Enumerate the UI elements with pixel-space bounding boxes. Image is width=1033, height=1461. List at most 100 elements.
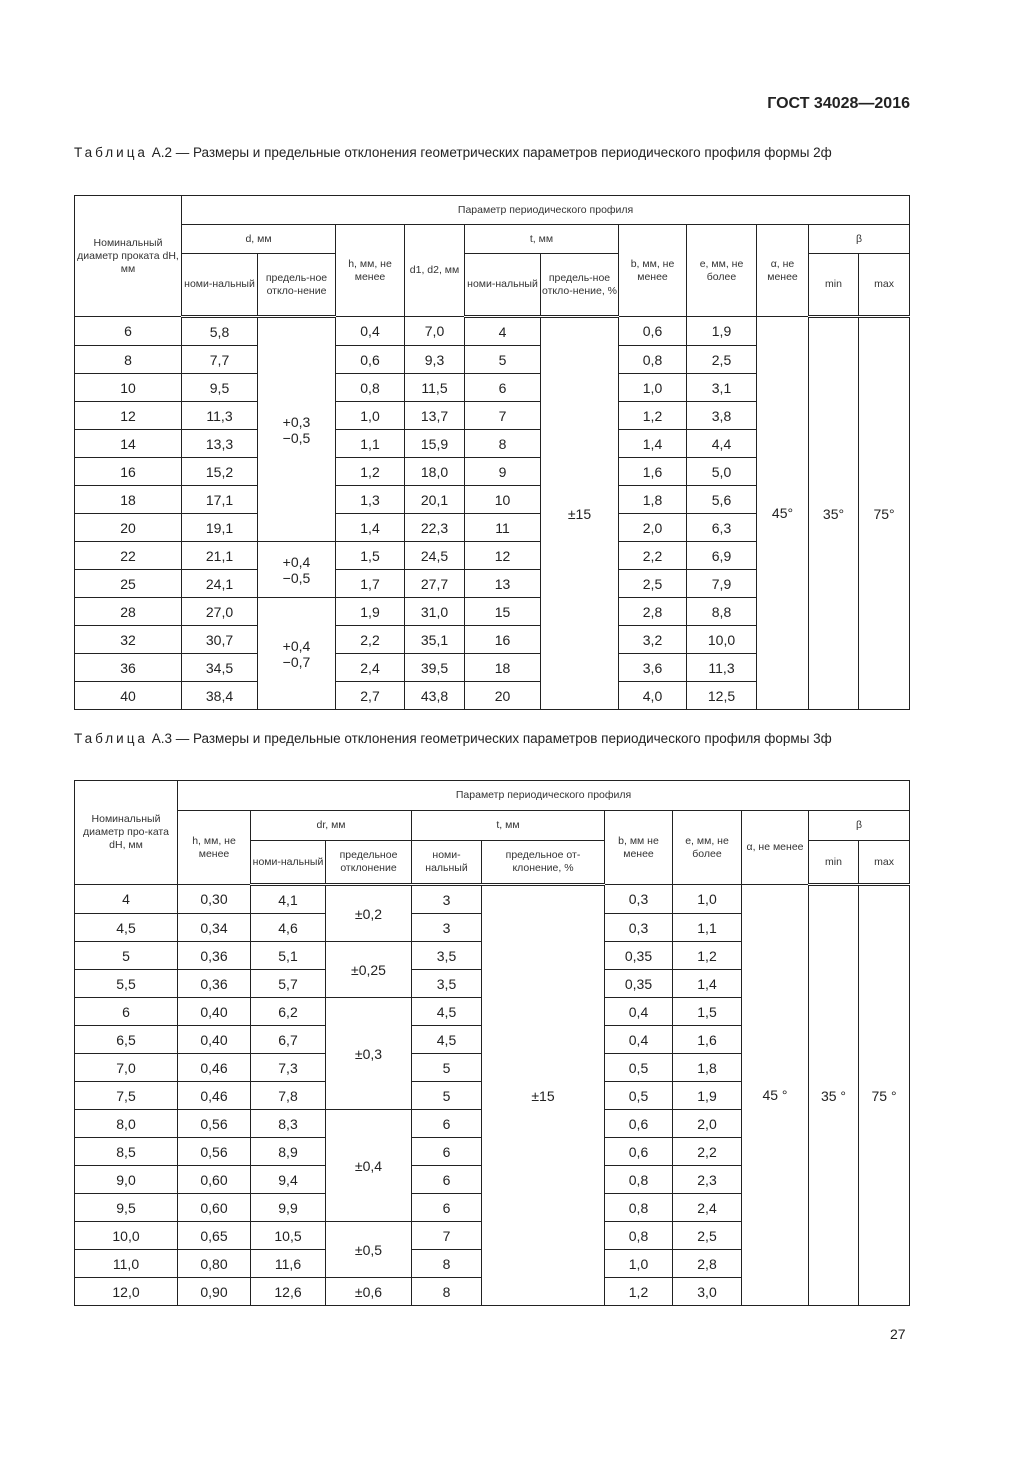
table-row: 6,5 0,40 6,7 4,5 0,4 1,6 xyxy=(74,1025,910,1054)
header-d1d2: d1, d2, мм xyxy=(404,224,465,317)
table-row: 9,5 0,60 9,9 6 0,8 2,4 xyxy=(74,1193,910,1222)
table-a3-caption: Таблица А.3 — Размеры и предельные откло… xyxy=(74,730,914,748)
table-cell: 9,9 xyxy=(250,1193,326,1222)
table-cell: 13 xyxy=(464,569,541,598)
table-cell: 5,7 xyxy=(250,969,326,998)
d-deviation-cell: ±0,25 xyxy=(325,941,412,998)
table-cell: 2,4 xyxy=(335,653,405,682)
table-cell: 24,1 xyxy=(181,569,258,598)
header-d: d, мм xyxy=(181,224,336,254)
table-cell: 1,4 xyxy=(672,969,742,998)
header-dr: dr, мм xyxy=(250,810,412,841)
header-t-nom: номи-нальный xyxy=(464,253,541,318)
table-cell: 10,0 xyxy=(686,625,757,654)
d-deviation-cell: ±0,4 xyxy=(325,1109,412,1222)
table-cell: 8,9 xyxy=(250,1137,326,1166)
table-cell: 10,5 xyxy=(250,1221,326,1250)
table-cell: 0,90 xyxy=(177,1277,251,1306)
table-cell: 5,8 xyxy=(181,316,258,346)
table-cell: 31,0 xyxy=(404,597,465,626)
table-cell: 27,0 xyxy=(181,597,258,626)
table-cell: 1,8 xyxy=(618,485,687,514)
table-a2-caption: Таблица А.2 — Размеры и предельные откло… xyxy=(74,144,914,162)
table-cell: 6,2 xyxy=(250,997,326,1026)
table-row: 6 5,8 +0,3 −0,5 0,4 7,0 4 ±15 0,6 1,9 45° 35° 75° xyxy=(74,316,911,710)
table-cell: 0,36 xyxy=(177,941,251,970)
table-cell: 0,6 xyxy=(604,1109,673,1138)
d-deviation-cell: +0,3 −0,5 xyxy=(257,316,336,542)
table-row: 12,0 0,90 12,6 ±0,6 8 1,2 3,0 xyxy=(74,1277,910,1306)
table-cell: 1,9 xyxy=(335,597,405,626)
table-cell: 3,8 xyxy=(686,401,757,430)
table-cell: 4,0 xyxy=(618,681,687,710)
table-cell: 7,3 xyxy=(250,1053,326,1082)
caption-prefix: Таблица xyxy=(74,731,148,746)
table-cell: 10 xyxy=(464,485,541,514)
header-e: e, мм, не более xyxy=(672,810,742,885)
table-cell: 1,0 xyxy=(604,1249,673,1278)
table-cell: 5 xyxy=(74,941,178,970)
table-cell: 16 xyxy=(74,457,182,486)
table-cell: 0,34 xyxy=(177,913,251,942)
table-cell: 2,0 xyxy=(618,513,687,542)
table-cell: 0,56 xyxy=(177,1137,251,1166)
table-cell: 5,1 xyxy=(250,941,326,970)
table-cell: 2,7 xyxy=(335,681,405,710)
table-cell: 0,5 xyxy=(604,1053,673,1082)
table-cell: 4 xyxy=(464,316,541,346)
table-cell: 5,5 xyxy=(74,969,178,998)
table-cell: 6 xyxy=(411,1165,482,1194)
table-cell: 6,9 xyxy=(686,541,757,570)
table-cell: 12 xyxy=(74,401,182,430)
table-cell: 1,2 xyxy=(335,457,405,486)
table-cell: 12,5 xyxy=(686,681,757,710)
table-cell: 9 xyxy=(464,457,541,486)
table-cell: 0,30 xyxy=(177,884,251,914)
table-cell: 0,3 xyxy=(604,913,673,942)
table-cell: 12 xyxy=(464,541,541,570)
table-cell: 17,1 xyxy=(181,485,258,514)
table-cell: 18,0 xyxy=(404,457,465,486)
table-cell: 0,60 xyxy=(177,1165,251,1194)
table-cell: 18 xyxy=(464,653,541,682)
header-h: h, мм, не менее xyxy=(177,810,251,885)
table-cell: 2,3 xyxy=(672,1165,742,1194)
table-cell: 0,60 xyxy=(177,1193,251,1222)
table-cell: 0,6 xyxy=(335,345,405,374)
table-cell: 22,3 xyxy=(404,513,465,542)
table-cell: 1,1 xyxy=(335,429,405,458)
header-beta: β xyxy=(807,810,911,841)
table-cell: 1,0 xyxy=(618,373,687,402)
table-cell: 11,5 xyxy=(404,373,465,402)
header-param-group: Параметр периодического профиля xyxy=(180,195,911,225)
d-deviation-cell: ±0,5 xyxy=(325,1221,412,1278)
alpha-cell: 45 ° xyxy=(741,884,809,1306)
table-cell: 6 xyxy=(411,1137,482,1166)
table-row: 12 11,3 1,0 13,7 7 1,2 3,8 xyxy=(74,401,910,430)
table-cell: 25 xyxy=(74,569,182,598)
table-cell: 0,8 xyxy=(604,1221,673,1250)
header-e: e, мм, не более xyxy=(686,224,757,317)
table-cell: 22 xyxy=(74,541,182,570)
table-cell: 10 xyxy=(74,373,182,402)
table-cell: 6 xyxy=(74,316,182,346)
table-row: 4 0,30 4,1 ±0,2 3 ±15 0,3 1,0 45 ° 35 ° 75 ° xyxy=(74,884,911,1306)
table-cell: 1,9 xyxy=(672,1081,742,1110)
table-cell: 13,7 xyxy=(404,401,465,430)
table-cell: 15,2 xyxy=(181,457,258,486)
table-row: 9,0 0,60 9,4 6 0,8 2,3 xyxy=(74,1165,910,1194)
table-cell: 7,7 xyxy=(181,345,258,374)
d-deviation-cell: +0,4 −0,7 xyxy=(257,597,336,710)
table-cell: 2,2 xyxy=(335,625,405,654)
table-cell: 8,3 xyxy=(250,1109,326,1138)
table-cell: 28 xyxy=(74,597,182,626)
table-row: 28 27,0 +0,4 −0,7 1,9 31,0 15 2,8 8,8 xyxy=(74,597,910,710)
table-cell: 8 xyxy=(74,345,182,374)
table-row: 7,5 0,46 7,8 5 0,5 1,9 xyxy=(74,1081,910,1110)
table-row: 36 34,5 2,4 39,5 18 3,6 11,3 xyxy=(74,653,910,682)
table-cell: 2,2 xyxy=(672,1137,742,1166)
table-cell: 38,4 xyxy=(181,681,258,710)
table-cell: 0,8 xyxy=(604,1165,673,1194)
table-cell: 0,5 xyxy=(604,1081,673,1110)
d-deviation-cell: ±0,2 xyxy=(325,884,412,942)
